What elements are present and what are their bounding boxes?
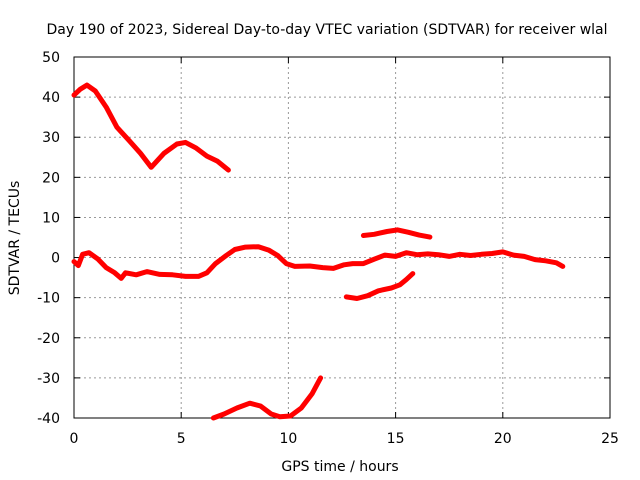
series-arc-5: [210, 375, 324, 421]
x-tick-label: 15: [387, 431, 405, 447]
y-tick-label: 30: [42, 130, 60, 146]
axis-ticks: 0 5 10 15 20 25 -40 -30 -20 -10 0 10 20 30 40 50: [37, 50, 619, 447]
y-tick-label: 10: [42, 210, 60, 226]
x-tick-label: 10: [279, 431, 297, 447]
series-arc-4: [343, 271, 416, 301]
x-tick-label: 20: [494, 431, 512, 447]
series-arc-1: [71, 82, 231, 173]
grid-lines: [74, 57, 610, 418]
chart-title: Day 190 of 2023, Sidereal Day-to-day VTE…: [46, 22, 607, 38]
y-tick-label: -40: [37, 411, 60, 427]
y-tick-label: 20: [42, 170, 60, 186]
y-tick-label: -10: [37, 291, 60, 307]
y-tick-label: 0: [51, 251, 60, 267]
x-tick-label: 25: [601, 431, 619, 447]
y-tick-label: 50: [42, 50, 60, 66]
plot-border: [73, 56, 611, 419]
y-tick-label: -20: [37, 331, 60, 347]
series-group: [71, 82, 566, 421]
series-arc-2: [71, 244, 566, 281]
series-arc-3: [360, 227, 433, 240]
x-tick-label: 5: [177, 431, 186, 447]
y-tick-label: -30: [37, 371, 60, 387]
y-axis-label: SDTVAR / TECUs: [7, 181, 23, 296]
x-tick-label: 0: [70, 431, 79, 447]
y-tick-label: 40: [42, 90, 60, 106]
x-axis-label: GPS time / hours: [281, 459, 398, 475]
